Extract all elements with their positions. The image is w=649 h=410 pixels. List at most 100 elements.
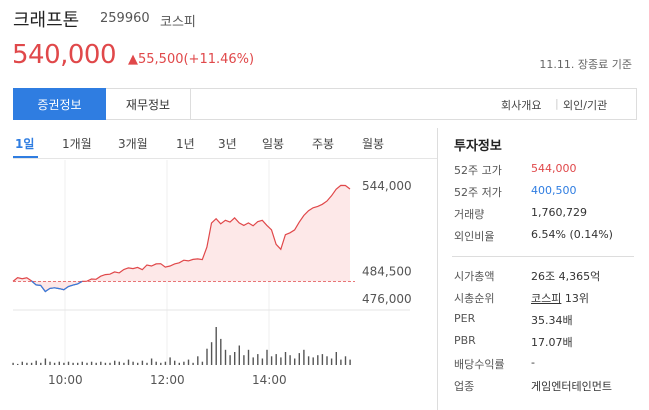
- info-value-foreign-ratio: 6.54% (0.14%): [531, 228, 613, 241]
- period-weekly[interactable]: 주봉: [312, 137, 335, 151]
- company-overview-link[interactable]: 회사개요: [501, 99, 542, 112]
- volume-bar: [266, 349, 268, 365]
- chart-top-divider: [13, 158, 438, 159]
- volume-bar: [141, 360, 144, 365]
- volume-bar: [160, 362, 162, 365]
- volume-bar: [169, 357, 171, 365]
- period-1y[interactable]: 1년: [176, 137, 195, 151]
- volume-bar: [146, 362, 148, 365]
- volume-bar: [132, 361, 134, 365]
- volume-bar: [321, 354, 324, 365]
- volume-bar: [90, 361, 93, 365]
- volume-bar: [81, 361, 83, 365]
- volume-bar: [187, 359, 190, 365]
- intraday-chart: 544,000 484,500 476,000 10:00 12:00 14:0…: [12, 160, 412, 387]
- info-value-cap-rank: 코스피 13위: [531, 290, 589, 306]
- volume-bar: [252, 357, 254, 365]
- volume-bar: [21, 361, 23, 365]
- info-value-dividend: -: [531, 356, 535, 369]
- period-selected-underline: [13, 156, 38, 158]
- tab-stock-info[interactable]: 증권정보: [13, 88, 106, 120]
- rank-text: 13위: [561, 292, 589, 305]
- info-value-market-cap: 26조 4,365억: [531, 270, 601, 283]
- volume-bar: [30, 362, 33, 365]
- volume-bar: [155, 361, 157, 365]
- period-1d[interactable]: 1일: [15, 137, 35, 151]
- volume-bar: [206, 348, 208, 365]
- volume-bar: [192, 362, 194, 365]
- info-label-pbr: PBR: [454, 334, 476, 347]
- price-change: ▲55,500(+11.46%): [128, 52, 255, 67]
- info-label-52w-high: 52주 고가: [454, 164, 502, 177]
- volume-bar: [127, 359, 130, 365]
- volume-bar: [330, 358, 333, 365]
- stock-market: 코스피: [160, 15, 196, 30]
- volume-bar: [26, 362, 28, 365]
- volume-bar: [234, 352, 236, 365]
- volume-bar: [12, 362, 14, 365]
- volume-bar: [220, 338, 222, 365]
- volume-bar: [289, 355, 291, 365]
- volume-bar: [183, 361, 185, 365]
- panel-divider: [437, 128, 438, 410]
- volume-bar: [303, 349, 305, 365]
- volume-bar: [49, 361, 51, 365]
- volume-bar: [247, 349, 250, 365]
- volume-bar: [137, 362, 139, 365]
- info-value-industry: 게임엔터테인먼트: [531, 380, 612, 393]
- period-monthly[interactable]: 월봉: [362, 137, 385, 151]
- volume-bar: [174, 360, 176, 365]
- current-price: 540,000: [12, 40, 117, 70]
- period-1m[interactable]: 1개월: [62, 137, 92, 151]
- info-label-foreign-ratio: 외인비율: [454, 230, 495, 243]
- period-3m[interactable]: 3개월: [118, 137, 148, 151]
- info-label-per: PER: [454, 312, 476, 325]
- volume-bar: [150, 358, 153, 365]
- volume-bar: [67, 361, 70, 365]
- price-area: [13, 185, 350, 292]
- volume-bar: [326, 356, 328, 365]
- volume-bar: [224, 349, 227, 365]
- volume-bar: [340, 359, 342, 365]
- volume-bar: [44, 358, 47, 365]
- investment-info-title: 투자정보: [454, 139, 502, 154]
- volume-bar: [317, 355, 319, 365]
- info-value-per: 35.34배: [531, 314, 573, 327]
- info-label-cap-rank: 시총순위: [454, 292, 495, 305]
- market-link[interactable]: 코스피: [531, 292, 562, 305]
- volume-bar: [35, 360, 37, 365]
- info-label-market-cap: 시가총액: [454, 270, 495, 283]
- volume-bars: [12, 327, 351, 365]
- y-label-ref: 484,500: [362, 264, 412, 278]
- volume-bar: [294, 358, 296, 365]
- volume-bar: [344, 356, 347, 365]
- period-daily[interactable]: 일봉: [262, 137, 285, 151]
- volume-bar: [118, 361, 120, 365]
- info-value-52w-low: 400,500: [531, 184, 577, 197]
- y-label-low: 476,000: [362, 292, 412, 306]
- volume-bar: [178, 362, 180, 365]
- info-value-volume: 1,760,729: [531, 206, 587, 219]
- info-label-52w-low: 52주 저가: [454, 186, 502, 199]
- volume-bar: [17, 363, 19, 365]
- foreign-institution-link[interactable]: 외인/기관: [563, 99, 608, 112]
- volume-bar: [298, 353, 300, 365]
- volume-bar: [53, 362, 56, 365]
- volume-bar: [284, 352, 287, 365]
- price-below-reference-line: [31, 280, 83, 293]
- x-tick-label: 14:00: [252, 373, 287, 387]
- volume-bar: [335, 352, 337, 365]
- volume-bar: [201, 361, 204, 365]
- y-label-high: 544,000: [362, 179, 412, 193]
- x-tick-label: 10:00: [48, 373, 83, 387]
- volume-bar: [349, 359, 351, 365]
- info-section-divider: [452, 256, 634, 257]
- tab-financial-info[interactable]: 재무정보: [106, 88, 191, 120]
- period-3y[interactable]: 3년: [218, 137, 237, 151]
- volume-bar: [123, 362, 125, 365]
- stock-name: 크래프톤: [13, 10, 80, 31]
- volume-bar: [280, 357, 282, 365]
- volume-bar: [307, 356, 310, 365]
- volume-bar: [275, 354, 277, 365]
- info-value-52w-high: 544,000: [531, 162, 577, 175]
